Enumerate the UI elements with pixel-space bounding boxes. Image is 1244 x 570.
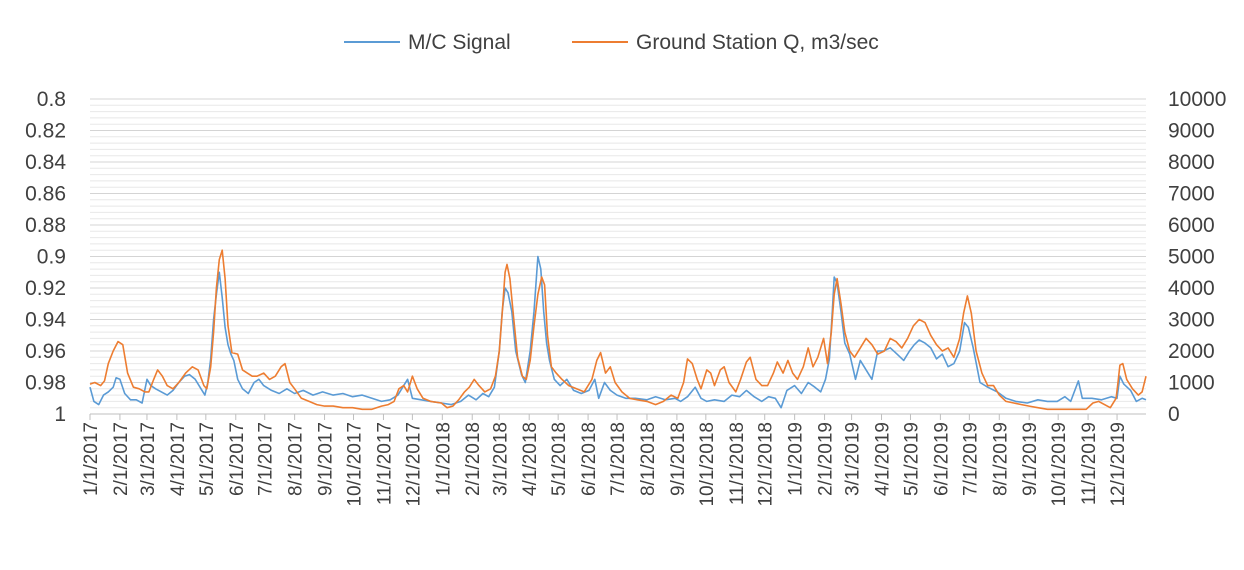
left-tick-label: 0.98 [25,372,66,395]
x-tick-label: 9/1/2018 [668,422,689,496]
x-tick-label: 5/1/2018 [549,422,570,496]
x-tick-label: 10/1/2019 [1049,422,1070,507]
x-tick-label: 7/1/2019 [960,422,981,496]
right-tick-label: 8000 [1168,151,1215,174]
x-tick-label: 5/1/2019 [901,422,922,496]
legend-label: Ground Station Q, m3/sec [636,31,879,54]
right-tick-label: 3000 [1168,309,1215,332]
x-tick-label: 9/1/2019 [1020,422,1041,496]
x-tick-label: 1/1/2018 [433,422,454,496]
legend-label: M/C Signal [408,31,511,54]
plot-lines [89,249,1147,411]
x-tick-label: 3/1/2019 [843,422,864,496]
x-tick-label: 2/1/2019 [816,422,837,496]
x-tick-label: 3/1/2017 [138,422,159,496]
right-tick-label: 6000 [1168,214,1215,237]
x-tick-label: 1/1/2019 [786,422,807,496]
x-tick-label: 11/1/2019 [1079,422,1100,505]
left-axis: 0.8 0.82 0.84 0.86 0.88 0.9 0.92 0.94 0.96 0.98 1 [25,88,66,426]
x-tick-label: 6/1/2019 [931,422,952,496]
right-tick-label: 2000 [1168,340,1215,363]
right-tick-label: 10000 [1168,88,1226,111]
x-tick-label: 7/1/2018 [608,422,629,496]
x-tick-label: 5/1/2017 [197,422,218,496]
right-tick-label: 9000 [1168,120,1215,143]
x-tick-label: 12/1/2019 [1108,422,1129,507]
left-tick-label: 0.94 [25,309,66,332]
x-tick-label: 12/1/2018 [756,422,777,507]
x-axis: 1/1/2017 2/1/2017 3/1/2017 4/1/2017 5/1/2017… [81,413,1146,507]
x-tick-label: 8/1/2019 [990,422,1011,496]
right-tick-label: 7000 [1168,183,1215,206]
x-tick-label: 10/1/2018 [697,422,718,507]
x-tick-label: 6/1/2018 [579,422,600,496]
x-tick-label: 11/1/2017 [374,422,395,505]
left-tick-label: 0.8 [37,88,66,111]
right-axis: 1000090008000700060005000400030002000100… [1168,88,1226,426]
left-tick-label: 0.84 [25,151,66,174]
series-line-1 [89,255,1147,409]
left-tick-label: 0.9 [37,246,66,269]
left-tick-label: 0.96 [25,340,66,363]
x-tick-label: 4/1/2017 [168,422,189,496]
x-tick-label: 1/1/2017 [81,422,102,496]
x-tick-label: 8/1/2018 [638,422,659,496]
x-tick-label: 11/1/2018 [727,422,748,505]
x-tick-label: 6/1/2017 [227,422,248,496]
x-tick-label: 10/1/2017 [345,422,366,507]
x-tick-label: 9/1/2017 [316,422,337,496]
series-line-2 [89,249,1147,411]
x-tick-label: 2/1/2018 [463,422,484,496]
grid-lines [90,98,1146,415]
x-tick-label: 7/1/2017 [256,422,277,496]
left-tick-label: 0.82 [25,120,66,143]
right-tick-label: 5000 [1168,246,1215,269]
right-tick-label: 4000 [1168,277,1215,300]
legend[interactable]: M/C Signal Ground Station Q, m3/sec [344,31,879,54]
right-tick-label: 0 [1168,403,1180,426]
left-tick-label: 0.88 [25,214,66,237]
x-tick-label: 2/1/2017 [111,422,132,496]
left-tick-label: 0.92 [25,277,66,300]
x-tick-label: 8/1/2017 [286,422,307,496]
left-tick-label: 1 [54,403,66,426]
x-tick-label: 12/1/2017 [403,422,424,507]
left-tick-label: 0.86 [25,183,66,206]
x-tick-label: 4/1/2019 [873,422,894,496]
right-tick-label: 1000 [1168,372,1215,395]
x-tick-label: 3/1/2018 [490,422,511,496]
x-tick-label: 4/1/2018 [520,422,541,496]
